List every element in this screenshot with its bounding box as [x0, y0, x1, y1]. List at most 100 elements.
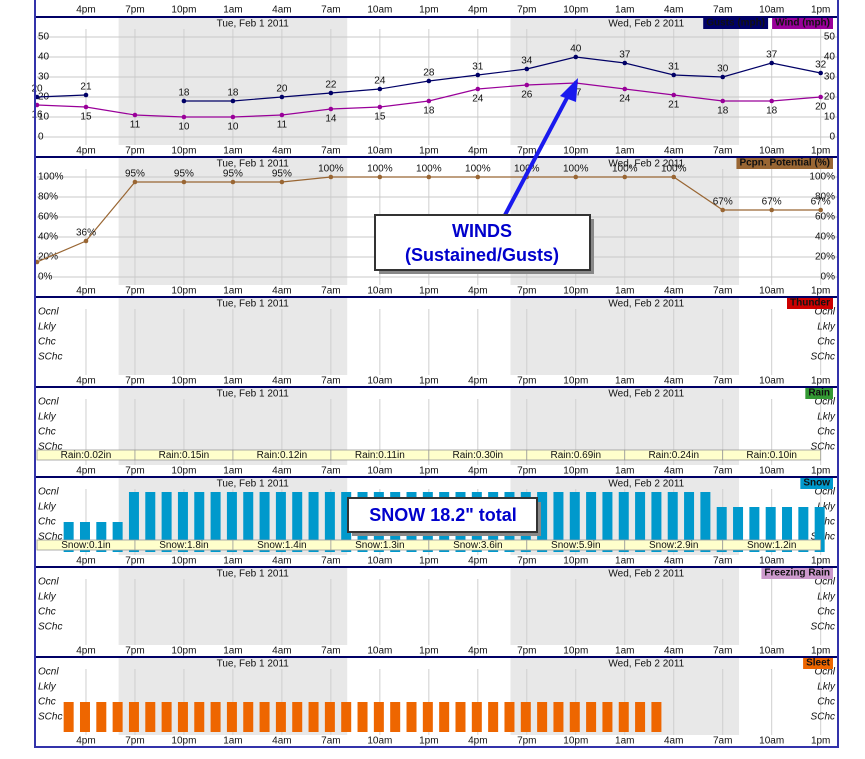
hour-label: 1am: [223, 466, 242, 477]
y-tick-label-right: 50: [824, 32, 836, 43]
level-bar: [667, 492, 678, 552]
data-point: [573, 54, 579, 60]
hour-label: 4am: [272, 466, 291, 477]
data-label: 18: [717, 106, 729, 117]
hour-label: 1am: [223, 5, 242, 16]
y-tick-label: 40: [38, 52, 50, 63]
hour-label: 4pm: [468, 646, 487, 657]
level-bar: [243, 702, 254, 732]
y-tick-label-right: 40: [824, 52, 836, 63]
hour-label: 1pm: [419, 466, 438, 477]
hour-label: 7am: [713, 5, 732, 16]
hour-label: 10am: [759, 5, 784, 16]
data-label: 37: [766, 50, 778, 61]
data-point: [83, 104, 89, 110]
hour-label: 4pm: [76, 146, 95, 157]
data-label: 100%: [661, 164, 687, 175]
level-bar: [520, 702, 531, 732]
legend-label: Wind (mph): [775, 18, 830, 29]
data-label: 67%: [762, 197, 782, 208]
level-bar: [308, 492, 319, 552]
level-label-right lvl: Chc: [817, 427, 835, 438]
hour-label: 10am: [367, 5, 392, 16]
level-bar: [161, 702, 172, 732]
level-label-right lvl: Chc: [817, 607, 835, 618]
hour-label: 4pm: [468, 556, 487, 567]
hour-label: 7pm: [125, 646, 144, 657]
level-label lvl: Ocnl: [38, 577, 59, 588]
hour-label: 10pm: [171, 736, 196, 747]
data-point: [230, 179, 236, 185]
y-tick-label: 100%: [38, 172, 64, 183]
data-point: [132, 112, 138, 118]
amount-label: Snow:1.8in: [159, 540, 208, 551]
legend-swatch: [736, 158, 833, 169]
hour-label: 4pm: [468, 736, 487, 747]
legend-swatch: [761, 568, 833, 579]
data-point: [671, 174, 677, 180]
hour-label: 10pm: [563, 646, 588, 657]
amount-label: Rain:0.24in: [648, 450, 699, 461]
level-label-right lvl: Ocnl: [814, 577, 835, 588]
hour-label: 10am: [759, 146, 784, 157]
date-label: Wed, Feb 2 2011: [608, 479, 684, 490]
hour-label: 10am: [367, 736, 392, 747]
level-bar: [602, 492, 613, 552]
hour-label: 4pm: [76, 5, 95, 16]
level-bar: [635, 702, 646, 732]
level-bar: [324, 492, 335, 552]
hour-label: 7pm: [125, 146, 144, 157]
hour-label: 7pm: [125, 5, 144, 16]
level-bar: [79, 522, 90, 552]
annotation-text: WINDS: [452, 221, 512, 241]
data-label: 11: [277, 120, 288, 131]
level-bar: [63, 522, 74, 552]
data-label: 28: [423, 68, 435, 79]
level-label lvl: Chc: [38, 427, 56, 438]
hour-label: 7am: [321, 376, 340, 387]
hour-label: 1pm: [419, 736, 438, 747]
data-label: 67%: [811, 197, 831, 208]
level-bar: [145, 702, 156, 732]
level-bar: [275, 702, 286, 732]
legend-swatch: [803, 658, 833, 669]
data-label: 16: [31, 110, 43, 121]
data-label: 14: [325, 114, 337, 125]
amount-label: Snow:1.4in: [257, 540, 306, 551]
level-bar: [308, 702, 319, 732]
hour-label: 10am: [367, 466, 392, 477]
level-bar: [243, 492, 254, 552]
legend-label: Snow: [803, 478, 830, 489]
hour-label: 7am: [321, 466, 340, 477]
data-point: [622, 174, 628, 180]
hour-label: 7am: [713, 736, 732, 747]
data-label: 95%: [174, 169, 194, 180]
hour-label: 1pm: [811, 556, 830, 567]
level-label lvl: SChc: [38, 532, 62, 543]
y-tick-label-right: 100%: [809, 172, 835, 183]
level-bar: [112, 702, 123, 732]
level-label lvl: SChc: [38, 622, 62, 633]
data-label: 20: [31, 84, 43, 95]
data-point: [671, 72, 677, 78]
data-point: [720, 207, 726, 213]
hour-label: 7am: [713, 286, 732, 297]
hour-label: 4am: [272, 646, 291, 657]
data-label: 95%: [125, 169, 145, 180]
date-label: Wed, Feb 2 2011: [608, 389, 684, 400]
data-point: [279, 179, 285, 185]
data-label: 21: [80, 82, 92, 93]
level-bar: [128, 492, 139, 552]
level-bar: [602, 702, 613, 732]
level-bar: [537, 492, 548, 552]
level-bar: [553, 492, 564, 552]
data-label: 18: [178, 88, 190, 99]
y-tick-label: 0: [38, 132, 44, 143]
y-tick-label: 50: [38, 32, 50, 43]
hour-label: 7pm: [125, 556, 144, 567]
data-point: [279, 94, 285, 100]
level-label lvl: Ocnl: [38, 307, 59, 318]
legend-label: Gusts (mph): [706, 18, 765, 29]
hour-label: 4am: [664, 146, 683, 157]
